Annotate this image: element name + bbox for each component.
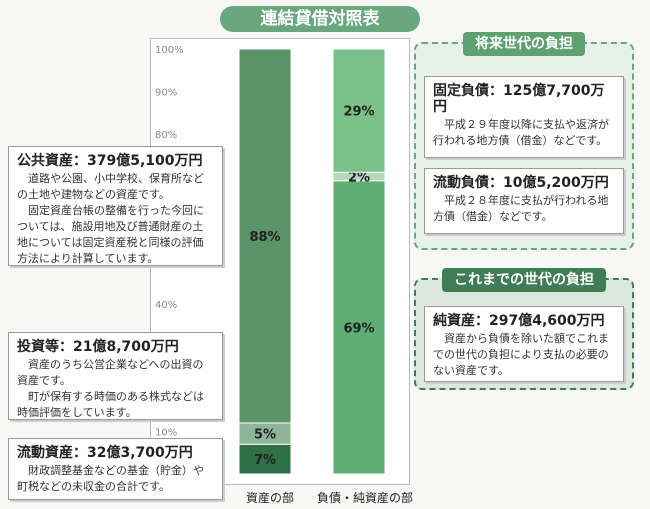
callout-public-text2: 固定資産台帳の整備を行った今回については、施設用地及び普通財産の土地については固… (17, 204, 204, 265)
callout-current-assets: 流動資産：32億3,700万円 財政調整基金などの基金（貯金）や町税などの未収金… (8, 438, 223, 500)
data-label: 69% (343, 321, 374, 336)
x-label-liabilities: 負債・純資産の部 (316, 491, 413, 505)
callout-net-assets-title: 純資産：297億4,600万円 (433, 313, 605, 329)
y-tick-label: 90% (155, 88, 177, 99)
y-tick-label: 10% (155, 428, 177, 439)
callout-investments-text1: 資産のうち公営企業などへの出資の資産です。 (17, 358, 204, 387)
callout-current-assets-title: 流動資産：32億3,700万円 (17, 445, 193, 461)
x-label-assets: 資産の部 (245, 491, 294, 505)
callout-investments-title: 投資等：21億8,700万円 (17, 339, 179, 355)
panel-future-title: 将来世代の負担 (463, 32, 585, 56)
callout-public-assets: 公共資産：379億5,100万円 道路や公園、小中学校、保育所などの土地や建物な… (8, 146, 223, 266)
callout-public-text1: 道路や公園、小中学校、保育所などの土地や建物などの資産です。 (17, 172, 204, 201)
bar-segment (332, 48, 386, 173)
bar-segment (238, 443, 292, 475)
data-label: 88% (249, 230, 280, 245)
panel-past-title: これまでの世代の負担 (442, 268, 606, 292)
callout-net-assets: 純資産：297億4,600万円 資産から負債を除いた額でこれまでの世代の負担によ… (424, 306, 624, 382)
callout-fixed-liab-text: 平成２９年度以降に支払や返済が行われる地方債（借金）などです。 (433, 118, 609, 147)
data-label: 29% (343, 105, 374, 120)
callout-current-liabilities: 流動負債：10億5,200万円 平成２８年度に支払が行われる地方債（借金）などで… (424, 168, 624, 234)
data-label: 5% (254, 428, 276, 443)
y-tick-label: 40% (155, 300, 177, 311)
callout-investments: 投資等：21億8,700万円 資産のうち公営企業などへの出資の資産です。 町が保… (8, 332, 223, 420)
callout-investments-text2: 町が保有する時価のある株式などは時価評価をしています。 (17, 390, 204, 419)
callout-net-assets-text: 資産から負債を除いた額でこれまでの世代の負担により支払の必要のない資産です。 (433, 332, 609, 377)
chart-title: 連結貸借対照表 (220, 6, 420, 32)
data-label: 7% (254, 453, 276, 468)
callout-current-liab-title: 流動負債：10億5,200万円 (433, 175, 609, 191)
callout-fixed-liab-title: 固定負債：125億7,700万円 (433, 83, 605, 115)
data-label: 2% (348, 171, 370, 186)
bar-segment (332, 180, 386, 475)
callout-fixed-liabilities: 固定負債：125億7,700万円 平成２９年度以降に支払や返済が行われる地方債（… (424, 76, 624, 158)
bar-segment (238, 48, 292, 424)
callout-current-assets-text: 財政調整基金などの基金（貯金）や町税などの未収金の合計です。 (17, 464, 204, 493)
y-tick-label: 80% (155, 130, 177, 141)
callout-current-liab-text: 平成２８年度に支払が行われる地方債（借金）などです。 (433, 194, 609, 223)
callout-public-title: 公共資産：379億5,100万円 (17, 153, 203, 169)
y-tick-label: 100% (155, 45, 184, 56)
